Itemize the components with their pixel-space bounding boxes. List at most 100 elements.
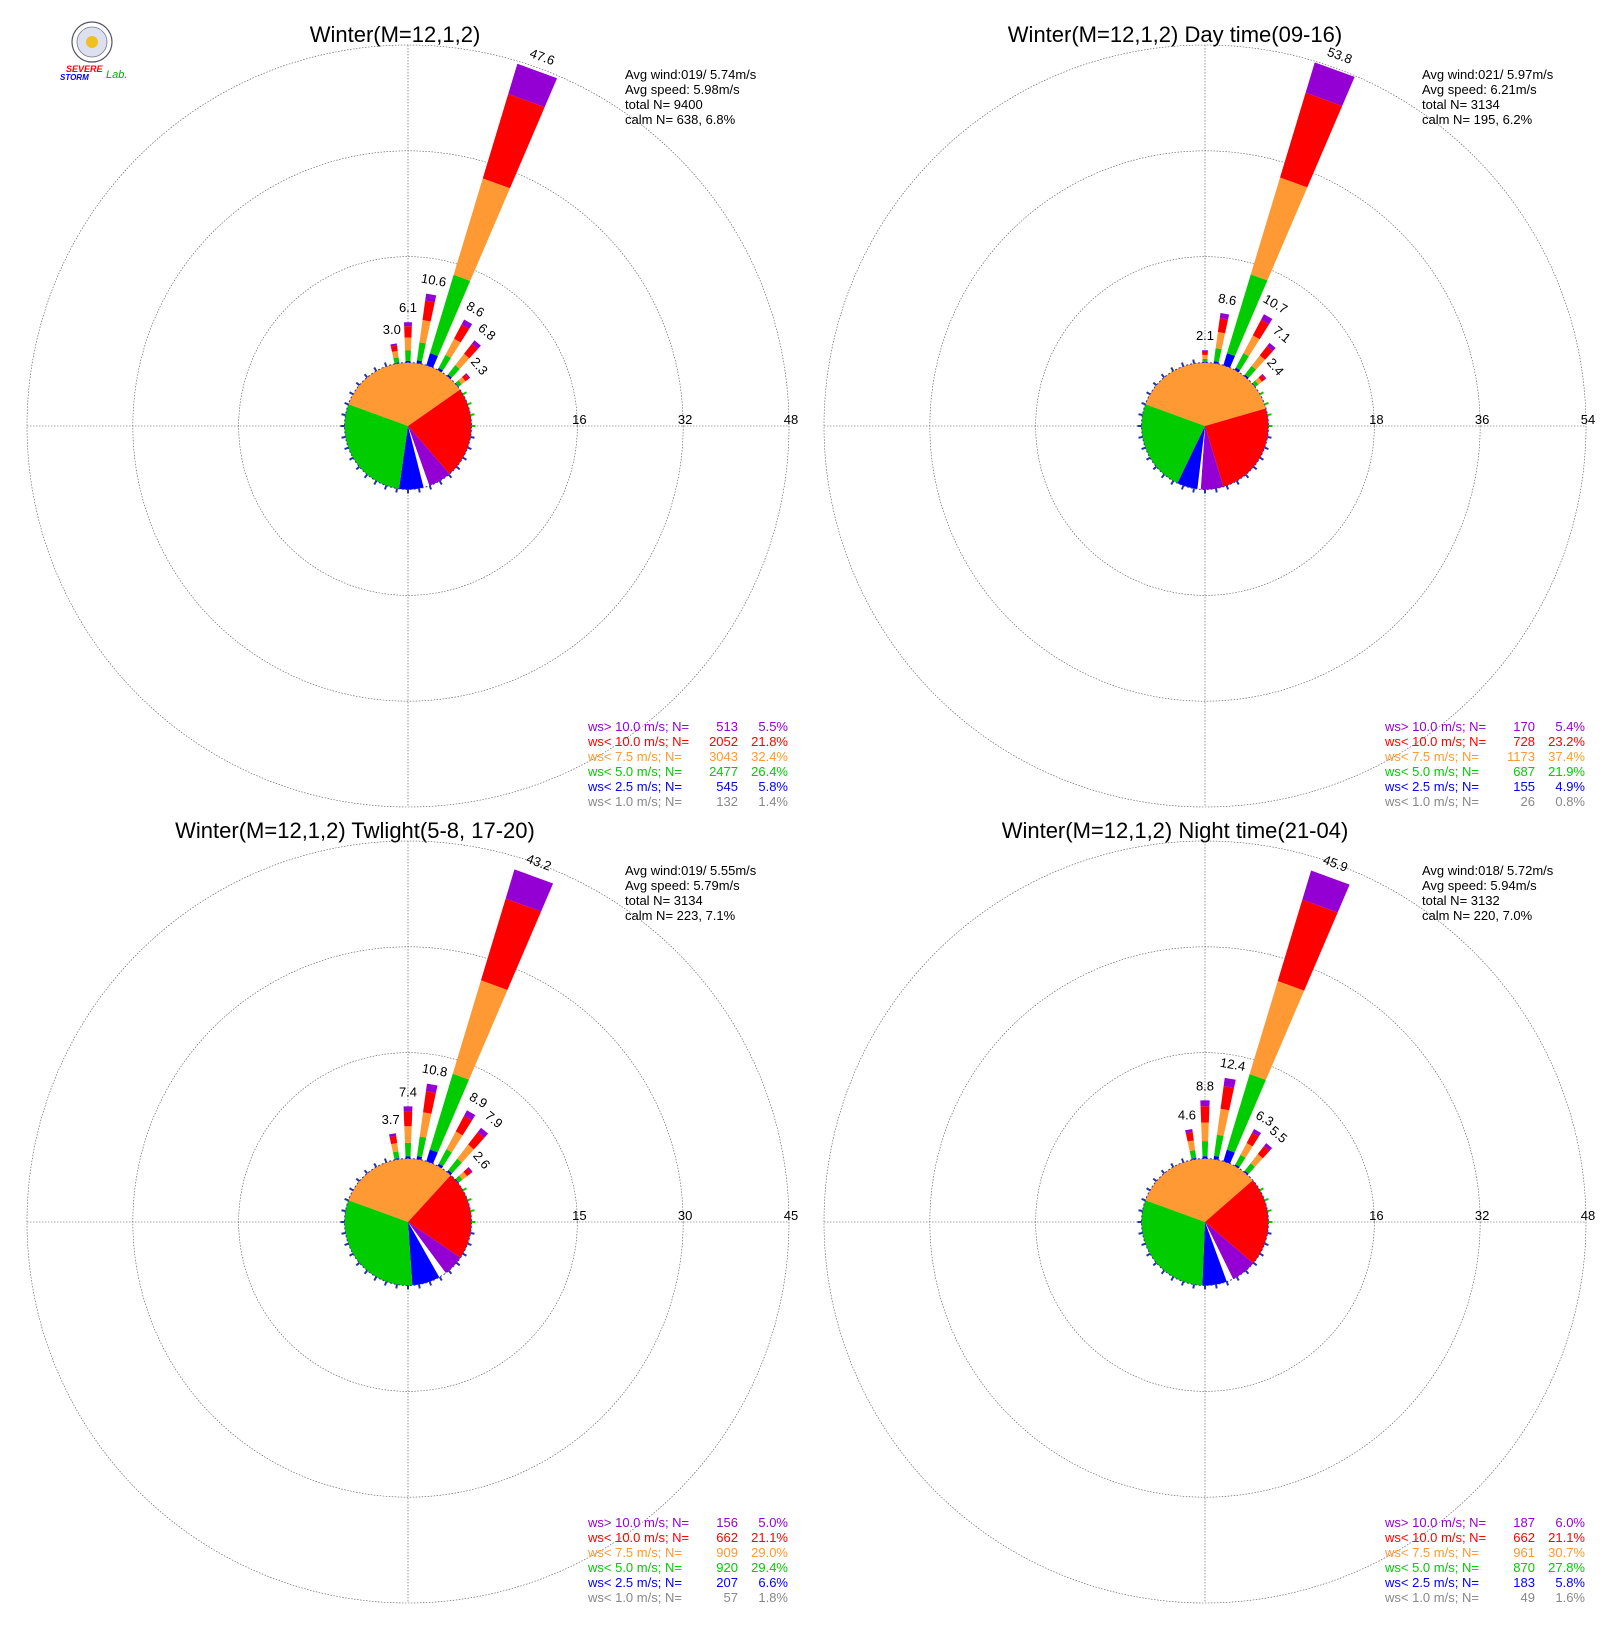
minor-petal-230 [1153, 1263, 1156, 1266]
minor-petal-220 [365, 1271, 368, 1274]
legend-label: ws< 1.0 m/s; N= [587, 794, 682, 809]
legend-percent: 5.5% [758, 719, 788, 734]
ring-label-3: 48 [784, 412, 798, 427]
legend-label: ws< 1.0 m/s; N= [1384, 794, 1479, 809]
petal-segment-gt10 [1202, 350, 1208, 351]
minor-petal-250 [345, 1244, 349, 1245]
minor-petal-80 [1268, 414, 1272, 415]
minor-petal-80 [471, 1210, 475, 1211]
stat-avg-wind: Avg wind:021/ 5.97m/s [1422, 67, 1554, 82]
petal-segment-lt10 [1201, 1106, 1210, 1122]
minor-petal-170 [1216, 489, 1217, 493]
petal-segment-lt5 [393, 1151, 399, 1159]
legend-label: ws< 1.0 m/s; N= [1384, 1590, 1479, 1605]
minor-petal-290 [1142, 1199, 1146, 1200]
legend-count: 1173 [1507, 749, 1535, 764]
minor-petal-200 [385, 1282, 386, 1286]
stat-total: total N= 9400 [625, 97, 703, 112]
minor-petal-250 [1142, 448, 1146, 449]
petal-segment-lt10 [423, 301, 435, 322]
petal-label: 3.0 [383, 322, 401, 337]
minor-petal-210 [1171, 481, 1173, 484]
legend-percent: 0.8% [1555, 794, 1585, 809]
minor-petal-100 [471, 437, 475, 438]
petal-label: 43.2 [524, 851, 553, 874]
minor-petal-300 [1147, 392, 1150, 394]
minor-petal-240 [1147, 458, 1150, 460]
legend-label: ws< 2.5 m/s; N= [587, 779, 682, 794]
minor-petal-310 [1153, 383, 1156, 386]
petal-segment-lt75 [391, 1143, 398, 1152]
chart-title: Winter(M=12,1,2) Day time(09-16) [1008, 22, 1342, 47]
minor-petal-150 [440, 1277, 442, 1280]
legend-count: 662 [1513, 1530, 1535, 1545]
petal-segment-lt5 [439, 1149, 452, 1166]
petal-20: 47.6 [426, 45, 557, 367]
legend-percent: 6.0% [1555, 1515, 1585, 1530]
ring-label-2: 32 [678, 412, 692, 427]
stat-calm: calm N= 220, 7.0% [1422, 908, 1533, 923]
minor-petal-340 [385, 1159, 386, 1163]
ring-label-1: 15 [572, 1208, 586, 1223]
petal-segment-lt75 [1216, 332, 1225, 349]
petal-350: 3.0 [383, 322, 401, 364]
minor-petal-210 [374, 1277, 376, 1280]
petal-segment-lt10 [1278, 900, 1338, 991]
minor-petal-310 [1153, 1179, 1156, 1182]
stat-avg-speed: Avg speed: 6.21m/s [1422, 82, 1537, 97]
chart-title: Winter(M=12,1,2) Night time(21-04) [1002, 818, 1349, 843]
petal-0: 6.1 [399, 300, 417, 362]
legend-count: 57 [724, 1590, 738, 1605]
petal-0: 8.8 [1196, 1078, 1214, 1158]
petal-segment-gt10 [404, 322, 412, 326]
petal-segment-lt75 [446, 1131, 462, 1152]
minor-petal-230 [1153, 467, 1156, 470]
petal-segment-lt75 [1243, 335, 1259, 356]
petal-label: 10.7 [1261, 291, 1290, 317]
minor-petal-280 [1139, 414, 1143, 415]
legend-percent: 5.0% [758, 1515, 788, 1530]
minor-petal-130 [1254, 467, 1257, 470]
petal-label: 7.4 [399, 1084, 417, 1099]
minor-petal-210 [1171, 1277, 1173, 1280]
minor-petal-320 [1162, 1170, 1165, 1173]
petal-label: 45.9 [1321, 852, 1350, 875]
minor-petal-120 [463, 1254, 466, 1256]
minor-petal-70 [468, 1199, 472, 1200]
ring-label-2: 30 [678, 1208, 692, 1223]
minor-petal-150 [1237, 1277, 1239, 1280]
minor-petal-60 [463, 1188, 466, 1190]
petal-0: 7.4 [399, 1084, 417, 1158]
minor-petal-230 [356, 1263, 359, 1266]
petal-segment-lt5 [1202, 359, 1207, 362]
petal-segment-lt10 [423, 1091, 436, 1114]
legend-label: ws< 10.0 m/s; N= [587, 734, 689, 749]
legend-label: ws< 10.0 m/s; N= [1384, 734, 1486, 749]
minor-petal-250 [1142, 1244, 1146, 1245]
legend-count: 3043 [709, 749, 738, 764]
minor-petal-240 [350, 1254, 353, 1256]
petal-segment-lt5 [1202, 1141, 1208, 1156]
legend-count: 870 [1513, 1560, 1535, 1575]
stat-avg-speed: Avg speed: 5.79m/s [625, 878, 740, 893]
legend-label: ws> 10.0 m/s; N= [587, 1515, 689, 1530]
petal-segment-lt75 [1250, 981, 1304, 1080]
ring-label-2: 36 [1475, 412, 1489, 427]
minor-petal-150 [440, 481, 442, 484]
minor-petal-130 [457, 1263, 460, 1266]
petal-segment-lt75 [404, 1126, 411, 1143]
